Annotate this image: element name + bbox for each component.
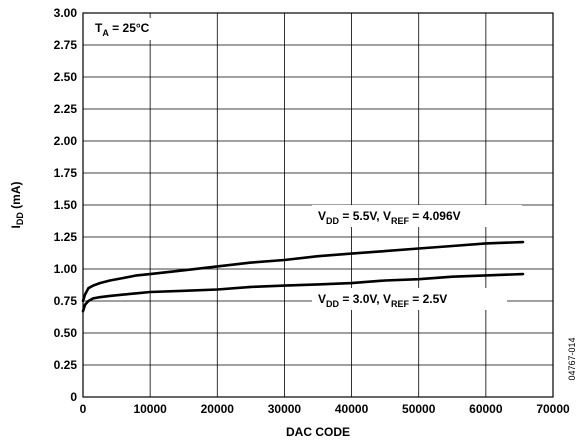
y-axis-title-main: I: [9, 225, 23, 228]
x-tick-label: 20000: [201, 402, 235, 416]
y-axis-title-sub: DD: [15, 212, 25, 225]
y-tick-label: 2.75: [54, 38, 78, 52]
y-tick-label: 1.25: [54, 230, 78, 244]
temperature-annotation: TA = 25°C: [95, 21, 150, 38]
label-text: = 4.096V: [409, 209, 461, 223]
series-line-vdd-3v0: [81, 272, 525, 313]
y-tick-label: 2.50: [54, 70, 78, 84]
temp-main: T: [95, 21, 103, 35]
y-tick-label: 1.75: [54, 166, 78, 180]
label-text: = 5.5V, V: [339, 209, 391, 223]
plot-frame: [82, 12, 554, 398]
y-tick-label: 1.00: [54, 262, 78, 276]
curve-label-high-box: VDD = 5.5V, VREF = 4.096V: [312, 205, 522, 227]
curve-label-high: VDD = 5.5V, VREF = 4.096V: [318, 209, 461, 226]
y-tick-label: 2.00: [54, 134, 78, 148]
x-tick-label: 10000: [133, 402, 167, 416]
label-text: V: [318, 209, 326, 223]
label-subscript: REF: [391, 216, 410, 226]
x-tick-label: 50000: [402, 402, 436, 416]
label-text: = 2.5V: [409, 292, 447, 306]
x-axis-title: DAC CODE: [286, 425, 350, 439]
curve-label-low-box: VDD = 3.0V, VREF = 2.5V: [312, 288, 507, 310]
series-line-vdd-5v5: [81, 240, 525, 303]
temp-sub: A: [102, 28, 109, 38]
y-axis-title-rest: (mA): [9, 181, 23, 212]
y-tick-label: 3.00: [54, 6, 78, 20]
label-text: = 3.0V, V: [339, 292, 391, 306]
y-tick-label: 0: [70, 390, 77, 404]
x-tick-label: 60000: [469, 402, 503, 416]
label-text: V: [318, 292, 326, 306]
label-subscript: REF: [391, 299, 410, 309]
y-tick-label: 0.25: [54, 358, 78, 372]
curve-label-low: VDD = 3.0V, VREF = 2.5V: [318, 292, 447, 309]
figure-id-watermark: 04767-014: [567, 337, 577, 380]
y-tick-label: 1.50: [54, 198, 78, 212]
axis-ticks: 0 0.25 0.50 0.75 1.00 1.25 1.50 1.75 2.00 2.25 2.5…: [54, 6, 570, 416]
temp-rest: = 25°C: [109, 21, 150, 35]
x-tick-label: 70000: [536, 402, 570, 416]
series-lines: [81, 240, 525, 313]
x-tick-label: 30000: [268, 402, 302, 416]
label-subscript: DD: [326, 299, 339, 309]
label-subscript: DD: [326, 216, 339, 226]
temperature-annotation-box: TA = 25°C: [90, 18, 180, 40]
y-axis-title: IDD (mA): [9, 181, 25, 228]
x-tick-label: 0: [80, 402, 87, 416]
y-tick-label: 0.75: [54, 294, 78, 308]
y-tick-label: 2.25: [54, 102, 78, 116]
x-tick-label: 40000: [335, 402, 369, 416]
y-tick-label: 0.50: [54, 326, 78, 340]
